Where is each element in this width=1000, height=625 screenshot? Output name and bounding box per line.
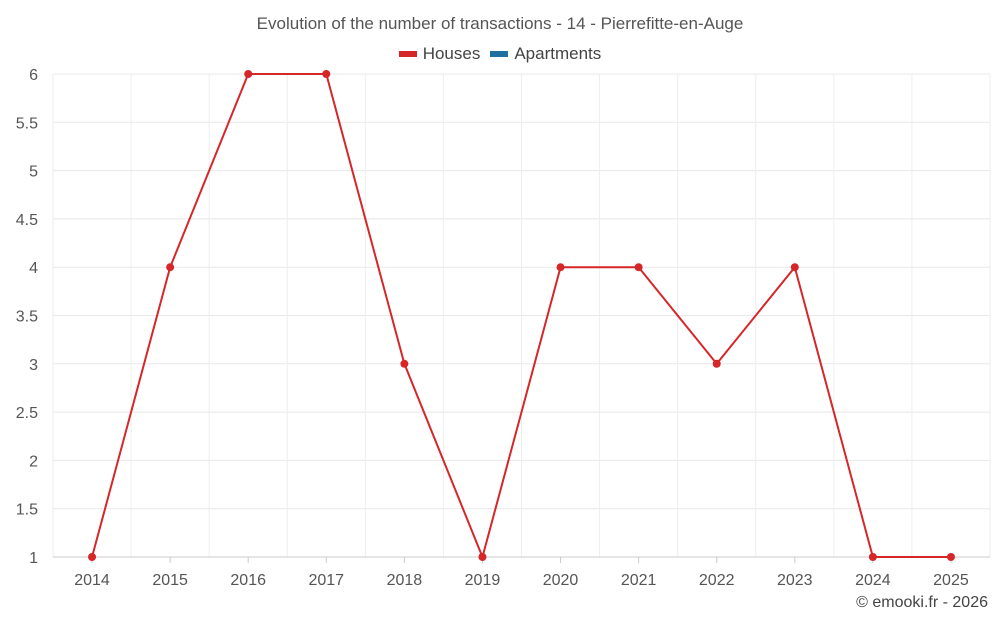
data-point	[322, 70, 331, 78]
x-tick-label: 2014	[74, 572, 110, 589]
y-tick-label: 6	[29, 67, 38, 84]
data-point	[868, 553, 877, 561]
legend-label-apartments: Apartments	[514, 44, 602, 63]
data-point	[634, 263, 643, 272]
x-tick-label: 2018	[387, 572, 423, 589]
x-tick-label: 2025	[933, 572, 969, 589]
y-tick-label: 1	[29, 550, 38, 567]
legend-item-apartments[interactable]: Apartments	[490, 44, 601, 64]
legend-swatch-apartments	[490, 51, 509, 57]
y-tick-label: 3	[29, 357, 38, 374]
x-tick-label: 2024	[855, 572, 891, 589]
legend-swatch-houses	[398, 51, 417, 57]
x-tick-label: 2017	[308, 572, 344, 589]
y-tick-label: 4.5	[16, 212, 38, 229]
x-tick-label: 2019	[465, 572, 501, 589]
data-point	[244, 70, 253, 78]
credit: © emooki.fr - 2026	[856, 594, 988, 611]
legend: Houses Apartments	[0, 44, 1000, 64]
data-point	[166, 263, 175, 272]
y-tick-label: 5	[29, 164, 38, 181]
data-point	[400, 359, 409, 368]
x-tick-label: 2015	[152, 572, 188, 589]
data-point	[478, 553, 487, 561]
y-tick-label: 2.5	[16, 405, 38, 422]
y-tick-label: 3.5	[16, 309, 38, 326]
legend-item-houses[interactable]: Houses	[398, 44, 481, 64]
x-tick-label: 2023	[777, 572, 813, 589]
y-tick-label: 1.5	[16, 502, 38, 519]
data-point	[556, 263, 565, 272]
y-tick-label: 5.5	[16, 115, 38, 132]
series-line-houses	[91, 73, 951, 558]
legend-label-houses: Houses	[422, 44, 481, 63]
y-tick-label: 4	[29, 260, 38, 277]
x-tick-label: 2016	[230, 572, 266, 589]
chart-title: Evolution of the number of transactions …	[256, 14, 744, 33]
x-tick-label: 2020	[543, 572, 579, 589]
data-point	[88, 553, 97, 561]
data-point	[712, 359, 721, 368]
x-tick-label: 2022	[699, 572, 735, 589]
data-point	[946, 553, 955, 561]
x-tick-label: 2021	[621, 572, 657, 589]
data-point	[790, 263, 799, 272]
y-tick-label: 2	[29, 453, 38, 470]
